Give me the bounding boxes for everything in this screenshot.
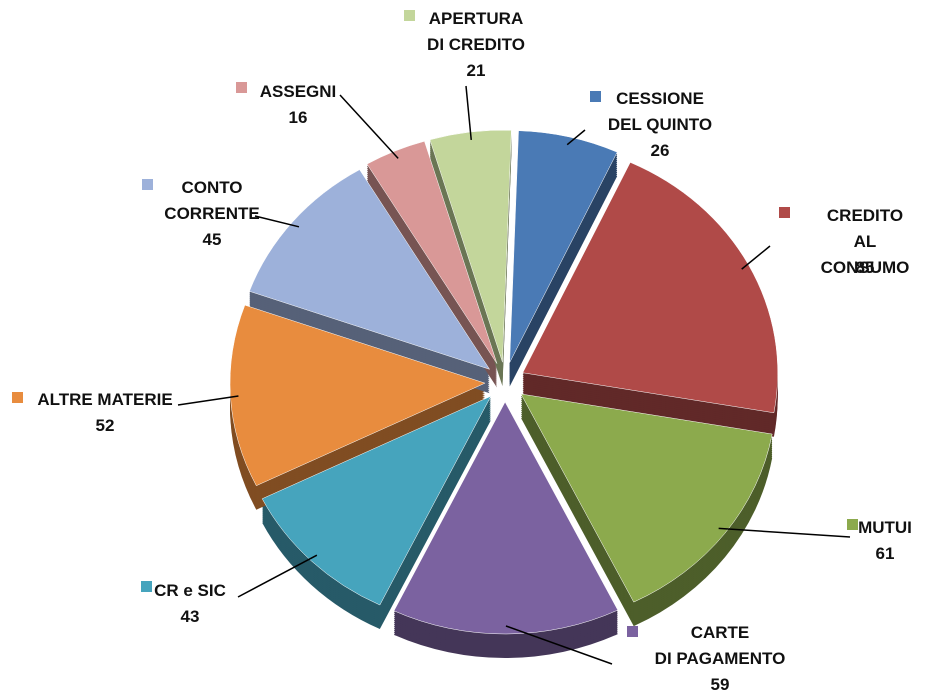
leader-line (566, 129, 586, 146)
legend-marker (779, 207, 790, 218)
slice (520, 393, 773, 603)
value-label: 16 (288, 108, 308, 127)
legend-marker (12, 392, 23, 403)
legend-marker (590, 91, 601, 102)
leader-line (465, 85, 472, 141)
legend-marker (236, 82, 247, 93)
value-label: 26 (650, 141, 670, 160)
slice-label: ALTRE MATERIE (37, 390, 173, 409)
legend-marker (141, 581, 152, 592)
leader-line (741, 245, 771, 270)
slice (366, 140, 498, 364)
slice-label: APERTURA DI CREDITO (427, 9, 525, 54)
value-label: 21 (466, 61, 486, 80)
slice (249, 169, 491, 370)
leader-line (505, 625, 613, 665)
legend-marker (847, 519, 858, 530)
slice-label: CARTE DI PAGAMENTO (654, 623, 786, 668)
value-label: 52 (95, 416, 115, 435)
slice-label: ASSEGNI (259, 82, 337, 101)
leader-line (237, 554, 318, 598)
slice (509, 130, 618, 363)
leader-line (339, 94, 399, 159)
value-label: 85 (855, 258, 875, 277)
slice-label: CR e SIC (154, 581, 226, 600)
slice (393, 401, 619, 635)
slice (261, 395, 492, 606)
leader-line (718, 527, 851, 538)
legend-marker (404, 10, 415, 21)
slice-label: MUTUI (858, 518, 912, 537)
value-label: 61 (875, 544, 895, 563)
legend-marker (627, 626, 638, 637)
value-label: 43 (180, 607, 200, 626)
slice-label: CONTO CORRENTE (164, 178, 260, 223)
slice (522, 162, 778, 414)
slice-label: CREDITO AL CONSUMO (820, 206, 910, 277)
leader-line (254, 215, 300, 228)
value-label: 45 (202, 230, 222, 249)
slice-label: CESSIONE DEL QUINTO (607, 89, 713, 134)
leader-line (177, 395, 239, 406)
value-label: 59 (710, 675, 730, 694)
legend-marker (142, 179, 153, 190)
